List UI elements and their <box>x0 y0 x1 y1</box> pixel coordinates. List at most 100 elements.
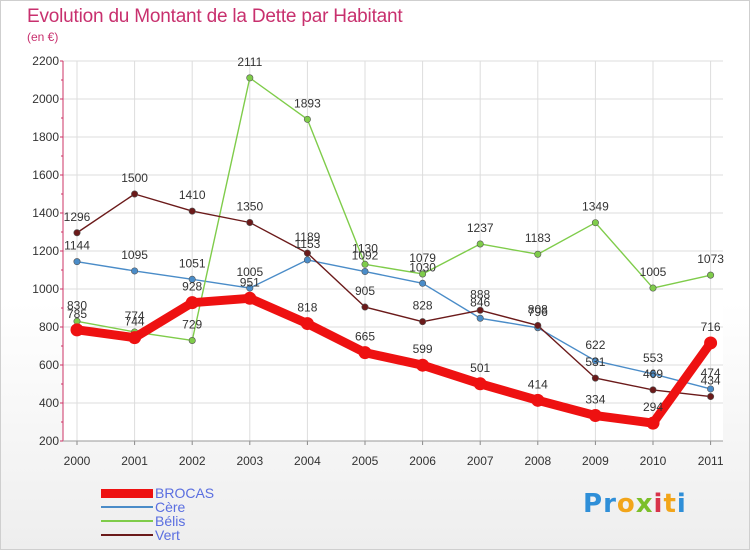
data-label: 622 <box>585 338 605 352</box>
data-point-bélis <box>476 240 484 248</box>
data-label: 474 <box>701 366 721 380</box>
series-line-brocas <box>72 293 716 428</box>
data-point-bélis <box>707 271 715 279</box>
data-label: 1051 <box>179 256 206 270</box>
data-point-bélis <box>303 115 311 123</box>
data-label: 729 <box>182 317 202 331</box>
data-label: 1092 <box>352 249 379 263</box>
data-label: 501 <box>470 361 490 375</box>
logo-letter: i <box>653 489 664 519</box>
data-point-brocas <box>416 358 430 372</box>
data-label: 1237 <box>467 221 494 235</box>
data-label: 774 <box>125 309 145 323</box>
data-point-cère <box>649 370 657 378</box>
data-label: 744 <box>125 315 145 329</box>
data-point-brocas <box>473 377 487 391</box>
x-tick-label: 2009 <box>582 454 609 468</box>
y-tick-label: 1800 <box>32 130 59 144</box>
chart-subtitle: (en €) <box>27 30 59 44</box>
proxiti-logo: Proxiti <box>583 489 687 519</box>
data-point-brocas <box>531 393 545 407</box>
data-label: 808 <box>528 302 548 316</box>
data-label: 888 <box>470 287 490 301</box>
data-label: 1296 <box>64 210 91 224</box>
x-tick-label: 2006 <box>409 454 436 468</box>
data-label: 1349 <box>582 200 609 214</box>
data-point-bélis <box>591 219 599 227</box>
data-label: 1095 <box>121 248 148 262</box>
logo-letter: i <box>676 489 687 519</box>
x-tick-label: 2002 <box>179 454 206 468</box>
data-label: 830 <box>67 298 87 312</box>
series-line-bélis <box>76 77 712 342</box>
data-label: 951 <box>240 275 260 289</box>
data-point-cère <box>246 284 254 292</box>
data-point-cère <box>707 385 715 393</box>
y-tick-label: 600 <box>39 358 59 372</box>
data-label: 1005 <box>640 265 667 279</box>
data-point-vert <box>419 318 427 326</box>
x-tick-label: 2010 <box>640 454 667 468</box>
data-point-brocas <box>70 323 84 337</box>
data-label: 1893 <box>294 96 321 110</box>
data-point-cère <box>591 357 599 365</box>
data-point-cère <box>419 279 427 287</box>
y-tick-label: 2200 <box>32 54 59 68</box>
data-point-vert <box>649 386 657 394</box>
data-point-bélis <box>419 270 427 278</box>
data-point-vert <box>246 219 254 227</box>
logo-letter: x <box>635 489 654 519</box>
legend-swatch <box>101 534 153 536</box>
y-tick-label: 1200 <box>32 244 59 258</box>
logo-letter: t <box>663 489 677 519</box>
x-tick-label: 2007 <box>467 454 494 468</box>
data-label: 905 <box>355 284 375 298</box>
data-label: 334 <box>585 393 605 407</box>
data-point-bélis <box>361 260 369 268</box>
data-point-vert <box>707 393 715 401</box>
data-point-vert <box>476 306 484 314</box>
legend-label: Vert <box>155 527 180 543</box>
y-tick-label: 1000 <box>32 282 59 296</box>
data-label: 665 <box>355 330 375 344</box>
data-point-vert <box>361 303 369 311</box>
data-point-brocas <box>128 331 142 345</box>
data-label: 846 <box>470 295 490 309</box>
data-label: 716 <box>701 320 721 334</box>
legend-swatch <box>101 489 153 498</box>
data-label: 1073 <box>697 252 724 266</box>
data-point-vert <box>73 229 81 237</box>
data-point-brocas <box>646 416 660 430</box>
data-label: 1350 <box>236 200 263 214</box>
data-label: 469 <box>643 367 663 381</box>
data-label: 531 <box>585 355 605 369</box>
x-tick-label: 2008 <box>524 454 551 468</box>
data-point-brocas <box>704 336 718 350</box>
data-point-brocas <box>185 296 199 310</box>
legend-label: Bélis <box>155 513 186 529</box>
data-point-bélis <box>188 336 196 344</box>
y-tick-label: 1600 <box>32 168 59 182</box>
legend-label: BROCAS <box>155 485 215 501</box>
x-tick-label: 2000 <box>64 454 91 468</box>
data-point-bélis <box>534 250 542 258</box>
logo-letter: o <box>616 489 636 519</box>
chart-title: Evolution du Montant de la Dette par Hab… <box>27 6 403 27</box>
data-label: 1183 <box>525 231 551 245</box>
data-label: 828 <box>413 299 433 313</box>
data-point-cère <box>476 314 484 322</box>
data-point-brocas <box>588 409 602 423</box>
series-line-vert <box>76 193 712 398</box>
y-tick-label: 400 <box>39 396 59 410</box>
data-point-cère <box>131 267 139 275</box>
data-label: 1005 <box>236 265 263 279</box>
y-tick-label: 200 <box>39 434 59 448</box>
data-point-vert <box>591 374 599 382</box>
legend-label: Cère <box>155 499 186 515</box>
data-point-bélis <box>649 284 657 292</box>
data-label: 553 <box>643 351 663 365</box>
data-label: 414 <box>528 377 548 391</box>
data-label: 1030 <box>409 260 436 274</box>
data-point-brocas <box>243 291 257 305</box>
